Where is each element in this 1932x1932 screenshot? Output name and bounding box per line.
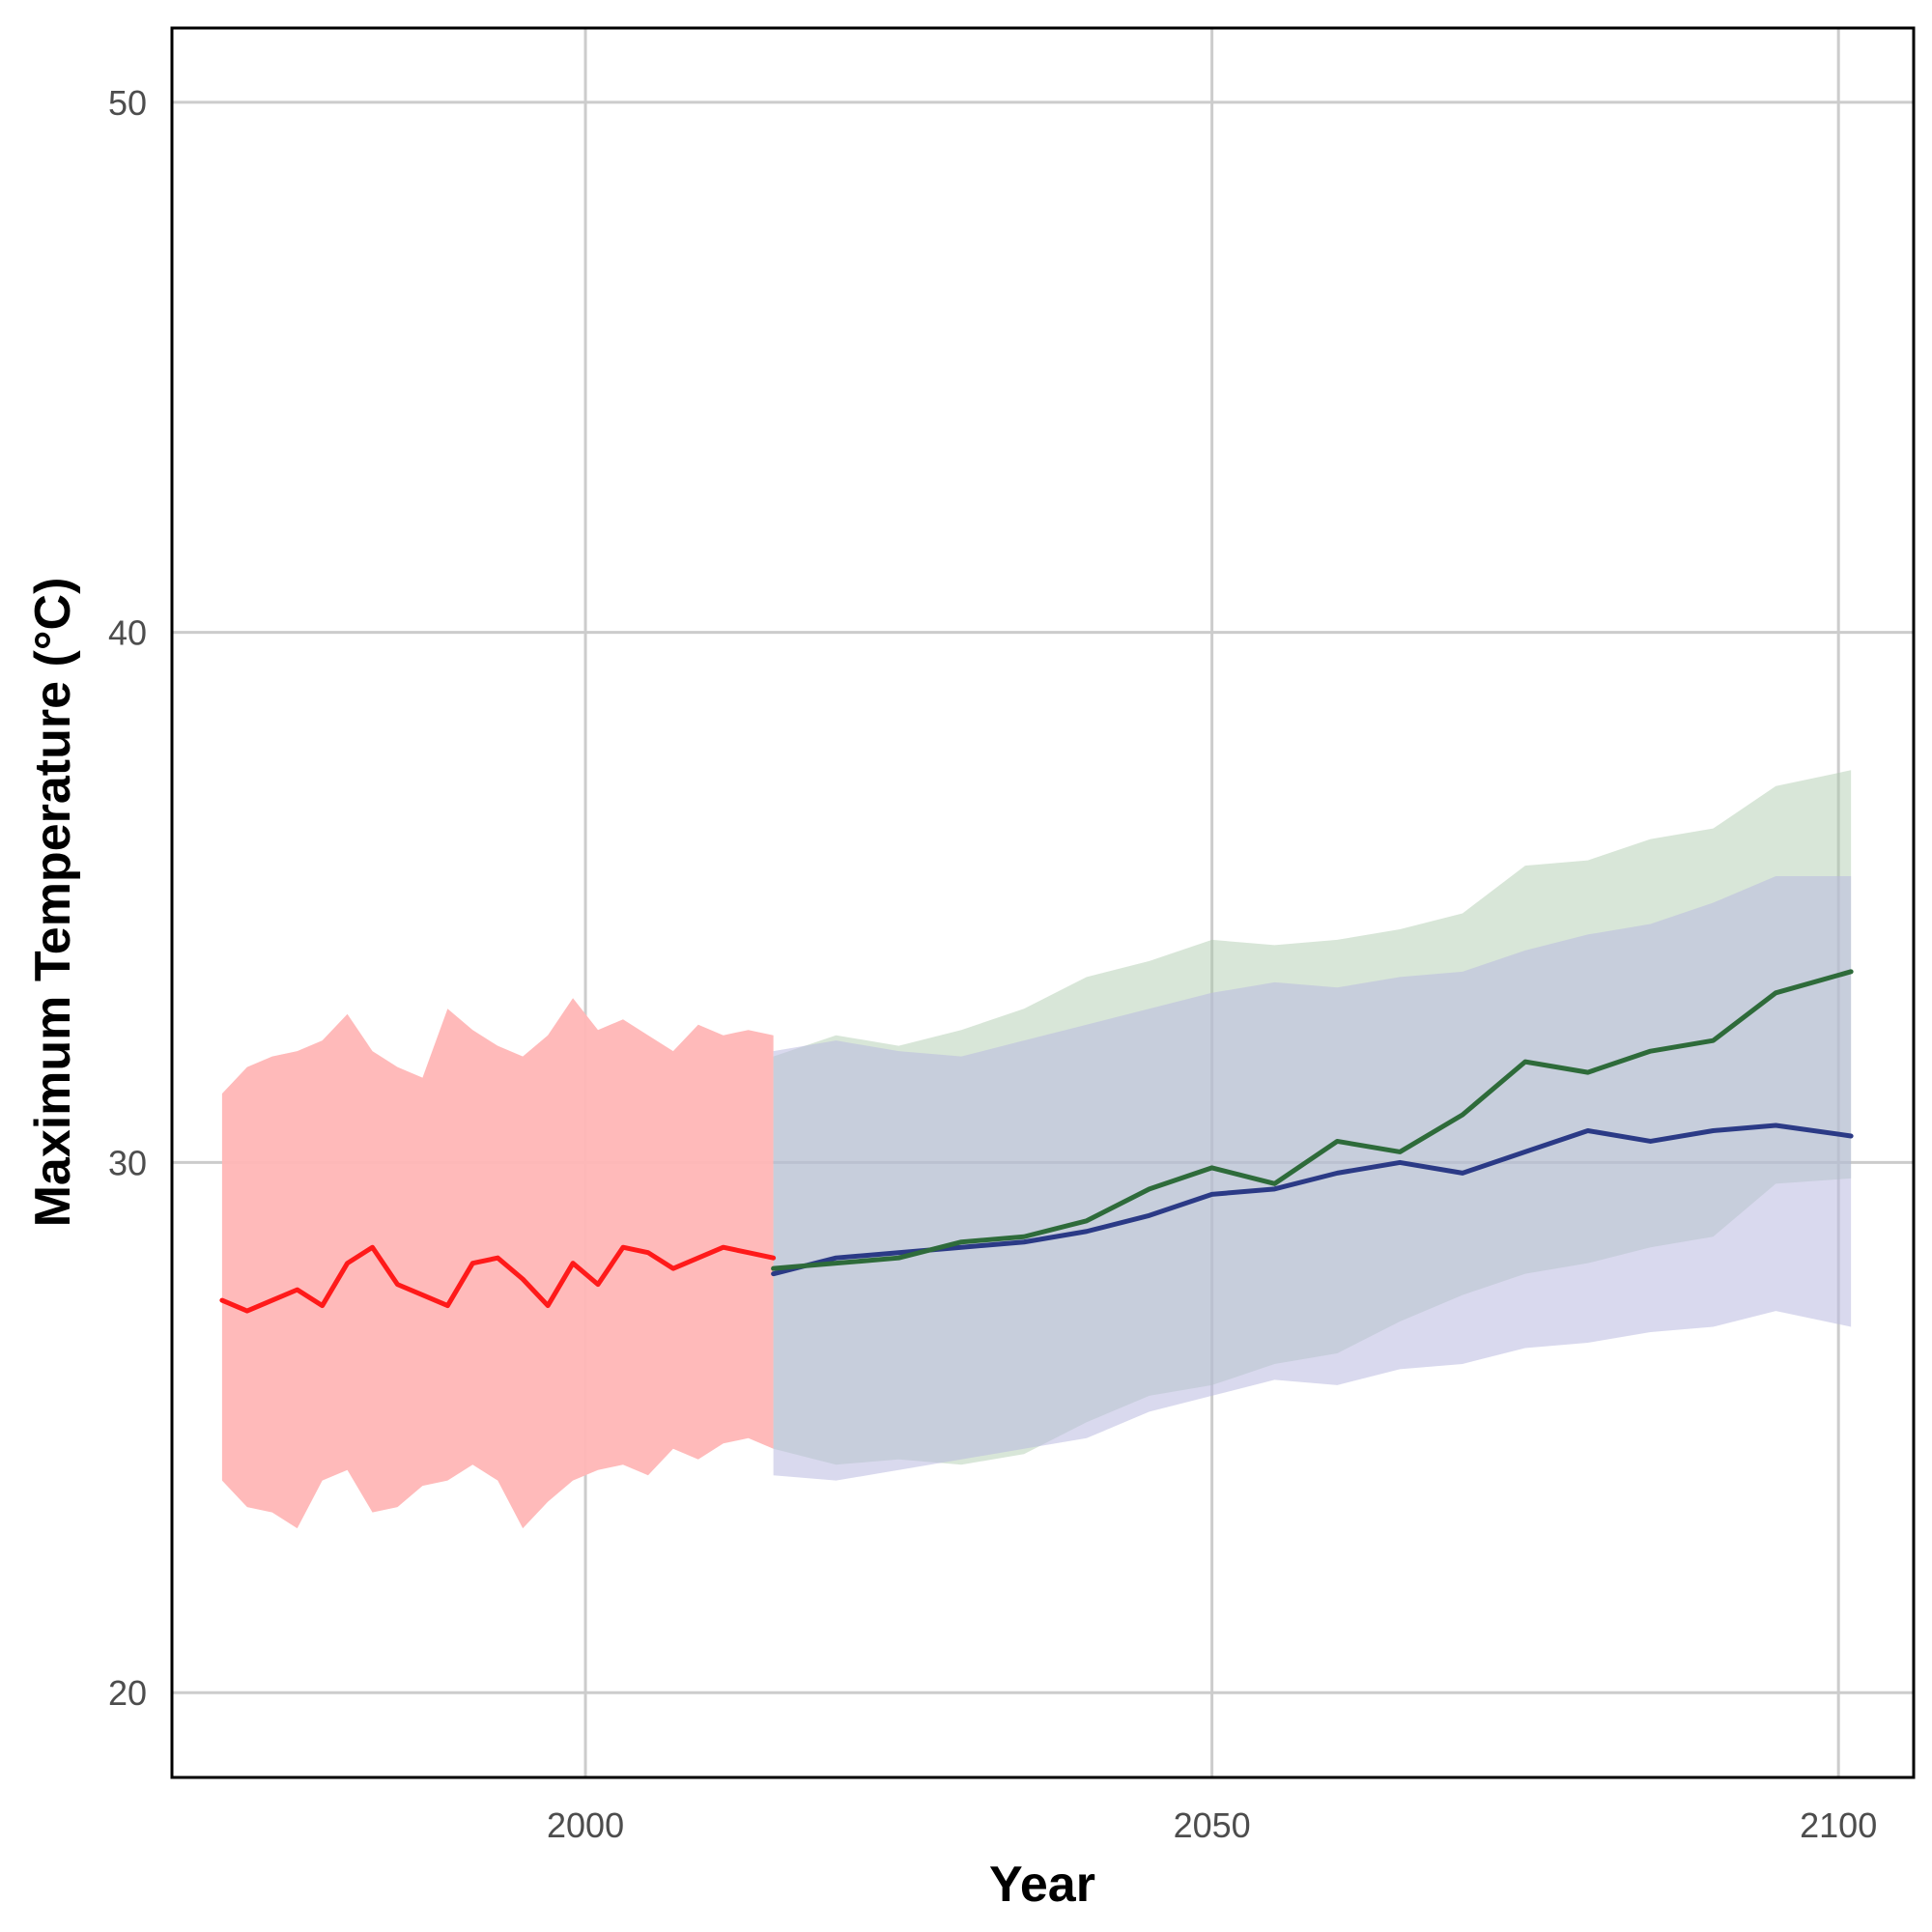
x-tick-label: 2100 — [1800, 1805, 1877, 1845]
blue-scenario-line — [771, 1122, 1854, 1277]
green-scenario-line — [771, 969, 1854, 1271]
plot-border — [170, 26, 1916, 1779]
y-tick-label: 30 — [108, 1143, 147, 1182]
x-tick-label: 2000 — [547, 1805, 624, 1845]
tick-labels: 2000 2050 2100 20 30 40 50 — [108, 83, 1877, 1845]
historical-line — [219, 1244, 777, 1314]
x-axis-title: Year — [989, 1857, 1095, 1913]
historical-band — [221, 998, 774, 1529]
y-tick-label: 20 — [108, 1673, 147, 1713]
y-tick-label: 40 — [108, 613, 147, 653]
x-tick-label: 2050 — [1174, 1805, 1251, 1845]
series-lines — [219, 969, 1854, 1314]
y-axis-title: Maximum Temperature (°C) — [25, 578, 81, 1228]
y-tick-label: 50 — [108, 83, 147, 123]
